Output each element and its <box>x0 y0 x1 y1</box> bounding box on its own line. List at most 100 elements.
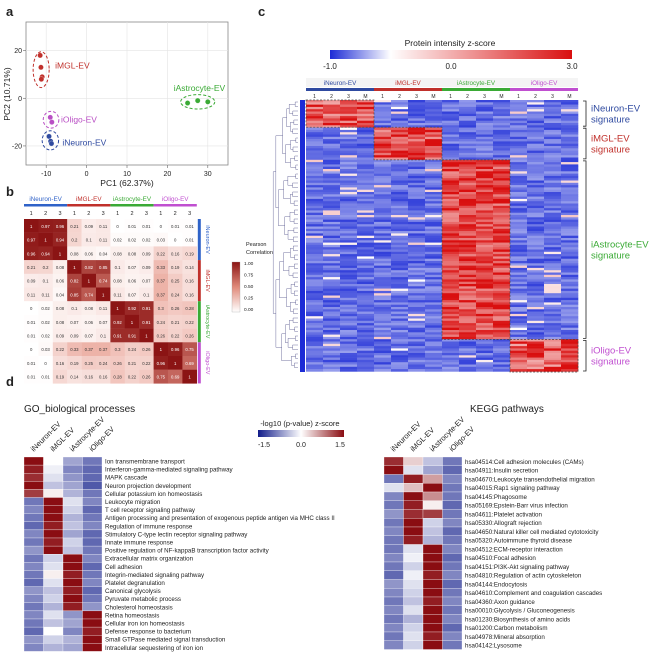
pca-point <box>49 119 55 125</box>
protein-heatmap-cell <box>493 277 511 280</box>
kegg-cell <box>442 596 463 606</box>
protein-heatmap-cell <box>510 261 528 264</box>
protein-heatmap-cell <box>408 304 426 308</box>
protein-heatmap-cell <box>306 249 324 253</box>
protein-heatmap-cell <box>391 249 409 253</box>
protein-heatmap-cell <box>527 129 545 133</box>
dendrogram-branch <box>294 254 298 260</box>
protein-heatmap-cell <box>408 254 426 257</box>
protein-heatmap-cell <box>459 196 477 200</box>
protein-heatmap-cell <box>306 244 324 248</box>
kegg-cell <box>422 561 443 571</box>
protein-heatmap-cell <box>306 224 324 227</box>
protein-heatmap-cell <box>544 136 562 140</box>
correlation-cell-value: 0.07 <box>128 265 137 270</box>
protein-heatmap-cell <box>459 343 477 347</box>
go-cell <box>82 537 103 547</box>
protein-heatmap-cell <box>357 320 375 324</box>
protein-heatmap-cell <box>306 327 324 331</box>
kegg-term-label: hsa04151:PI3K-Akt signaling pathway <box>465 564 570 571</box>
dendrogram-branch <box>290 194 295 204</box>
protein-heatmap-cell <box>340 279 358 282</box>
protein-heatmap-cell <box>527 284 545 287</box>
protein-heatmap-cell <box>493 334 511 338</box>
protein-heatmap-cell <box>323 125 341 128</box>
protein-heatmap-cell <box>425 102 443 105</box>
correlation-cell <box>67 356 82 370</box>
pca-y-axis-label: PC2 (10.71%) <box>2 67 12 121</box>
dendrogram-branch <box>273 171 276 314</box>
protein-heatmap-cell <box>493 175 511 179</box>
protein-heatmap-cell <box>374 336 392 340</box>
protein-heatmap-cell <box>306 323 324 326</box>
go-cell <box>43 618 64 628</box>
protein-heatmap-cell <box>340 194 358 197</box>
protein-heatmap-cell <box>374 152 392 156</box>
protein-heatmap-cell <box>425 362 443 365</box>
protein-heatmap-cell <box>306 210 324 213</box>
kegg-cell <box>442 456 463 466</box>
protein-heatmap-cell <box>391 159 409 163</box>
correlation-legend-title-1: Pearson <box>246 242 267 248</box>
protein-heatmap-cell <box>442 240 460 243</box>
correlation-cell <box>153 369 169 384</box>
protein-heatmap-cell <box>391 217 409 220</box>
protein-heatmap-cell <box>374 350 392 354</box>
protein-heatmap-cell <box>340 332 358 335</box>
protein-heatmap-cell <box>493 210 511 213</box>
protein-heatmap-cell <box>425 295 443 299</box>
protein-heatmap-cell <box>357 198 375 202</box>
go-cell <box>82 473 103 482</box>
correlation-cell <box>38 314 53 329</box>
protein-heatmap-cell <box>442 162 460 165</box>
correlation-cell-value: 0.19 <box>56 375 65 380</box>
protein-heatmap-cell <box>544 355 562 358</box>
protein-heatmap-cell <box>527 240 545 243</box>
pca-y-tick-label: 0 <box>18 96 22 103</box>
protein-heatmap-cell <box>391 240 409 243</box>
protein-heatmap-cell <box>340 134 358 138</box>
correlation-cell-value: 0.02 <box>113 238 122 243</box>
protein-heatmap-cell <box>493 166 511 170</box>
protein-heatmap-cell <box>340 251 358 255</box>
protein-heatmap-cell <box>357 113 375 117</box>
protein-heatmap-cell <box>306 304 324 308</box>
protein-heatmap-cell <box>425 113 443 117</box>
correlation-cell-value: 0.02 <box>41 333 50 338</box>
protein-heatmap-cell <box>391 148 409 151</box>
protein-heatmap-cell <box>544 304 562 308</box>
dendrogram-branch <box>284 216 290 235</box>
protein-heatmap-cell <box>391 302 409 305</box>
protein-heatmap-cell <box>391 323 409 326</box>
protein-heatmap-cell <box>408 244 426 248</box>
protein-heatmap-cell <box>544 364 562 368</box>
protein-heatmap-cell <box>306 311 324 315</box>
protein-heatmap-cell <box>374 192 392 195</box>
protein-heatmap-cell <box>544 127 562 131</box>
protein-heatmap-cell <box>476 219 494 223</box>
protein-heatmap-cell <box>425 104 443 108</box>
correlation-cell-value: 0.3 <box>115 347 122 352</box>
correlation-cell-value: 1 <box>59 251 62 256</box>
protein-heatmap-cell <box>459 348 477 351</box>
kegg-cell <box>442 605 463 615</box>
protein-heatmap-cell <box>493 267 511 271</box>
protein-heatmap-cell <box>357 316 375 319</box>
protein-heatmap-cell <box>510 327 528 331</box>
protein-heatmap-cell <box>561 215 579 218</box>
correlation-cell <box>67 287 82 302</box>
protein-heatmap-cell <box>476 120 494 124</box>
kegg-cell <box>403 500 424 510</box>
enrichment-tick-min: -1.5 <box>258 442 270 449</box>
protein-heatmap-cell <box>408 224 426 227</box>
protein-heatmap-cell <box>527 155 545 158</box>
protein-heatmap-cell <box>306 208 324 211</box>
protein-heatmap-cell <box>442 277 460 280</box>
protein-heatmap-cell <box>425 336 443 340</box>
protein-heatmap-cell <box>476 182 494 186</box>
protein-heatmap-cell <box>544 258 562 262</box>
protein-heatmap-cell <box>374 355 392 358</box>
protein-heatmap-cell <box>476 205 494 209</box>
correlation-side-bar <box>197 301 201 343</box>
protein-heatmap-cell <box>425 208 443 211</box>
